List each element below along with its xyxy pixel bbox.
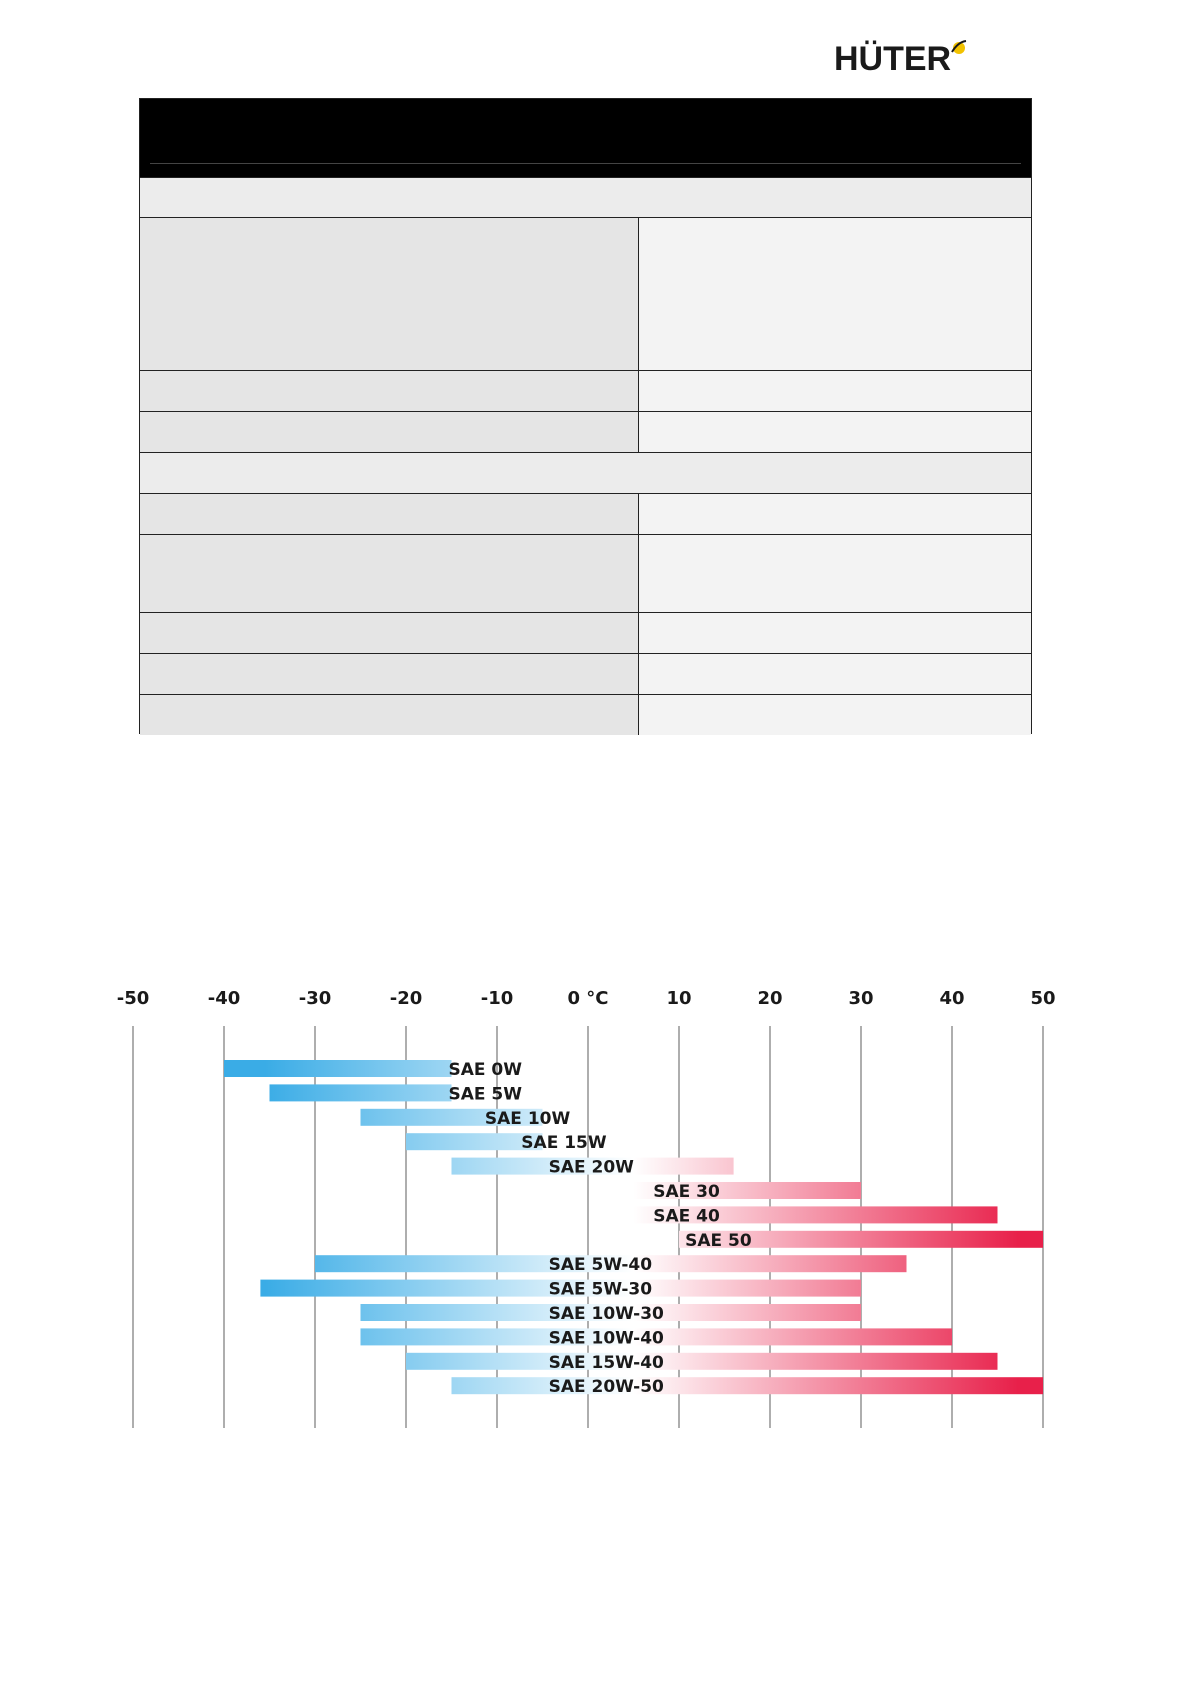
viscosity-range-bar <box>406 1133 543 1151</box>
viscosity-grade-label: SAE 5W-40 <box>549 1255 653 1275</box>
viscosity-range-bar <box>360 1328 952 1346</box>
viscosity-grade-label: SAE 15W <box>521 1133 607 1153</box>
table-cell <box>639 494 1031 534</box>
table-cell <box>140 535 639 612</box>
table-cell <box>140 695 639 735</box>
x-tick-label: -30 <box>299 988 332 1009</box>
viscosity-range-bar <box>451 1157 734 1175</box>
viscosity-grade-label: SAE 5W-30 <box>549 1280 653 1300</box>
table-row <box>140 411 1031 452</box>
table-cell <box>639 412 1031 452</box>
table-row <box>140 653 1031 694</box>
table-cell <box>140 371 639 411</box>
table-row <box>140 217 1031 370</box>
viscosity-grade-label: SAE 5W <box>449 1084 523 1104</box>
viscosity-range-bar <box>269 1084 452 1102</box>
viscosity-grade-label: SAE 40 <box>653 1206 720 1226</box>
table-cell <box>140 494 639 534</box>
table-row <box>140 370 1031 411</box>
viscosity-range-bar <box>633 1206 998 1224</box>
table-header <box>140 99 1031 177</box>
viscosity-grade-label: SAE 10W <box>485 1109 571 1129</box>
table-cell <box>639 371 1031 411</box>
specifications-table <box>139 98 1032 735</box>
table-cell <box>639 613 1031 653</box>
table-row <box>140 534 1031 612</box>
viscosity-range-bar <box>260 1279 861 1297</box>
table-cell <box>639 654 1031 694</box>
table-row <box>140 493 1031 534</box>
table-row <box>140 694 1031 735</box>
viscosity-range-bar <box>633 1182 861 1199</box>
x-tick-label: -20 <box>390 988 423 1009</box>
table-cell <box>639 695 1031 735</box>
viscosity-range-bar <box>679 1230 1043 1248</box>
x-tick-label: 10 <box>666 988 691 1009</box>
viscosity-range-bar <box>451 1377 1043 1395</box>
table-cell <box>639 535 1031 612</box>
brand-logo-text: HÜTER <box>834 40 952 78</box>
table-cell <box>140 654 639 694</box>
sun-mark-icon <box>951 40 967 54</box>
viscosity-grade-label: SAE 0W <box>449 1060 523 1080</box>
viscosity-grade-label: SAE 20W <box>549 1158 635 1178</box>
x-tick-label: 30 <box>848 988 873 1009</box>
x-tick-label: 50 <box>1030 988 1055 1009</box>
brand-logo: HÜTER <box>834 38 968 86</box>
x-tick-label: -40 <box>208 988 241 1009</box>
oil-viscosity-chart: -50 -40 -30 -20 -10 0 °C 10 20 30 40 50 SAE 0W SAE … <box>117 988 1056 1428</box>
viscosity-range-bar <box>360 1304 861 1321</box>
x-tick-label: 40 <box>939 988 964 1009</box>
x-tick-label: 20 <box>757 988 782 1009</box>
table-cell <box>140 613 639 653</box>
viscosity-range-bar <box>406 1352 998 1370</box>
viscosity-range-bar <box>315 1255 907 1273</box>
viscosity-grade-label: SAE 10W-40 <box>549 1328 664 1348</box>
table-row <box>140 612 1031 653</box>
viscosity-range-bar <box>360 1108 543 1126</box>
table-cell <box>639 218 1031 370</box>
table-cell <box>140 412 639 452</box>
viscosity-grade-label: SAE 15W-40 <box>549 1353 664 1373</box>
table-section-row <box>140 452 1031 493</box>
viscosity-grade-label: SAE 30 <box>653 1182 720 1202</box>
x-tick-label: -10 <box>481 988 514 1009</box>
x-tick-label: -50 <box>117 988 150 1009</box>
viscosity-range-bar <box>224 1060 452 1077</box>
x-tick-label: 0 °C <box>567 988 608 1009</box>
table-section-row <box>140 177 1031 217</box>
viscosity-grade-label: SAE 10W-30 <box>549 1304 664 1324</box>
viscosity-grade-label: SAE 20W-50 <box>549 1377 664 1397</box>
viscosity-grade-label: SAE 50 <box>685 1231 752 1251</box>
table-cell <box>140 218 639 370</box>
header-rule <box>150 163 1021 164</box>
